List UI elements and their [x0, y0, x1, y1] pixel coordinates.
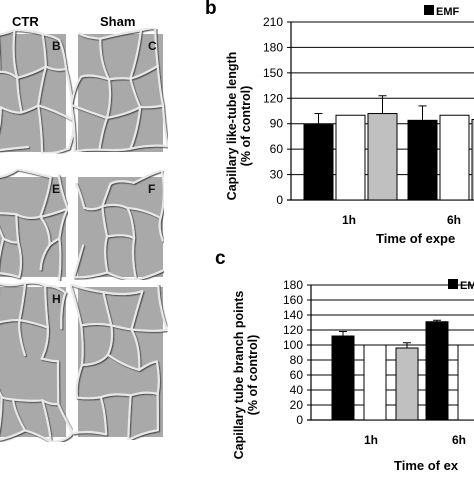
chart-c-bar: [457, 344, 474, 421]
chart-b-legend-swatch: [424, 5, 434, 15]
chart-c-ytick-label: 20: [290, 398, 304, 412]
chart-b-ytick-label: 0: [276, 193, 283, 207]
chart-b-category-label: 1h: [342, 213, 356, 227]
chart-b-ytick-label: 210: [263, 15, 283, 29]
chart-b-bar: [367, 113, 398, 201]
chart-b-bar: [303, 124, 334, 201]
chart-b-ytick-label: 90: [270, 117, 284, 131]
chart-c-ytick-label: 40: [290, 383, 304, 397]
chart-b-bar: [335, 114, 366, 201]
micrograph-label-h: H: [52, 292, 61, 306]
micrograph-tile-b: B: [0, 28, 75, 155]
chart-b-legend-label: EMF: [436, 6, 460, 18]
chart-c-bar: [425, 321, 449, 421]
chart-b-ytick-label: 150: [263, 66, 283, 80]
chart-c-category-label: 1h: [364, 433, 378, 447]
chart-b-bar: [407, 119, 438, 201]
chart-b-bar: [471, 118, 474, 201]
column-header-sham: Sham: [100, 14, 136, 29]
chart-b-ytick-label: 30: [270, 168, 284, 182]
micrograph-label-f: F: [148, 182, 155, 196]
chart-b-bar: [439, 114, 470, 201]
chart-c-legend-swatch: [448, 279, 458, 289]
chart-c-xlabel: Time of ex: [394, 458, 459, 473]
chart-b-xlabel: Time of expe: [376, 231, 455, 246]
chart-b-ytick-label: 180: [263, 40, 283, 54]
micrograph-label-c: C: [148, 39, 157, 53]
chart-c-ytick-label: 60: [290, 368, 304, 382]
chart-c-ytick-label: 180: [283, 278, 303, 292]
micrograph-grid: B C E F H: [0, 27, 169, 443]
chart-c-category-label: 6h: [452, 433, 466, 447]
micrograph-tile-i: [68, 282, 169, 442]
chart-c-ytick-label: 140: [283, 308, 303, 322]
micrograph-tile-h: H: [0, 281, 74, 443]
panel-letter-c: c: [215, 248, 226, 269]
chart-c-ytick-label: 160: [283, 293, 303, 307]
chart-c-bar: [395, 347, 419, 421]
column-header-ctr: CTR: [12, 14, 39, 29]
micrograph-tile-c: C: [70, 27, 169, 153]
chart-c-ytick-label: 80: [290, 353, 304, 367]
chart-c-bar: [363, 344, 387, 421]
chart-b-category-label: 6h: [447, 213, 461, 227]
micrograph-label-b: B: [52, 39, 61, 53]
chart-c-ytick-label: 0: [296, 413, 303, 427]
chart-b-ytick-label: 60: [270, 142, 284, 156]
chart-b-ytick-label: 120: [263, 91, 283, 105]
chart-c-legend-label: EM: [460, 280, 474, 292]
micrograph-tile-e: E: [0, 168, 69, 282]
chart-c-ytick-label: 100: [283, 338, 303, 352]
micrograph-tile-f: F: [72, 169, 165, 281]
chart-c-bar: [331, 335, 355, 421]
chart-c-ytick-label: 120: [283, 323, 303, 337]
panel-letter-b: b: [205, 0, 217, 19]
micrograph-label-e: E: [52, 182, 60, 196]
